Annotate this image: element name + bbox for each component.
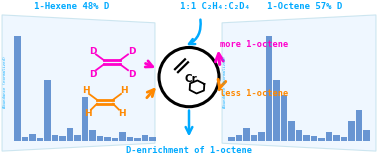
Bar [29,133,36,141]
Bar [228,137,234,141]
Bar [251,135,257,141]
Bar [303,135,310,141]
Bar [318,138,324,141]
Text: more 1-octene: more 1-octene [220,40,288,49]
Bar [59,136,65,141]
Bar [74,135,81,141]
Text: D: D [128,70,136,79]
Bar [134,138,141,141]
Bar [296,130,302,141]
Bar [119,132,125,141]
Text: H: H [82,86,90,95]
Bar [273,80,279,141]
Text: D: D [128,47,136,56]
Polygon shape [2,15,155,151]
Bar [348,121,355,141]
Text: Cr: Cr [184,74,197,84]
Bar [280,95,287,141]
Bar [243,128,249,141]
Text: D-enrichment of 1-octene: D-enrichment of 1-octene [126,146,252,155]
Bar [112,138,118,141]
Bar [89,130,96,141]
Text: Abundance (normalized): Abundance (normalized) [223,56,227,108]
Bar [265,36,272,141]
Bar [127,137,133,141]
Bar [363,130,370,141]
Bar [333,135,339,141]
Bar [288,121,294,141]
Bar [51,135,58,141]
Text: H: H [84,109,92,118]
Text: 1-Octene 57% D: 1-Octene 57% D [267,2,342,11]
Text: H: H [118,109,126,118]
Bar [82,97,88,141]
Text: H: H [120,86,128,95]
Bar [37,138,43,141]
Bar [149,137,155,141]
Bar [44,80,51,141]
Text: D: D [89,70,97,79]
Bar [355,110,362,141]
Text: D: D [89,47,97,56]
Text: less 1-octene: less 1-octene [220,89,288,98]
Text: 1:1 C₂H₄:C₂D₄: 1:1 C₂H₄:C₂D₄ [180,2,250,11]
Bar [22,137,28,141]
Circle shape [159,47,219,107]
Bar [341,137,347,141]
Bar [310,136,317,141]
Bar [325,132,332,141]
Text: 1-Hexene 48% D: 1-Hexene 48% D [34,2,110,11]
Bar [67,128,73,141]
Bar [96,136,103,141]
Bar [235,135,242,141]
Text: Abundance (normalized): Abundance (normalized) [3,56,7,108]
Bar [104,137,110,141]
Bar [14,36,20,141]
Bar [258,132,265,141]
Polygon shape [222,15,376,151]
Bar [141,135,148,141]
